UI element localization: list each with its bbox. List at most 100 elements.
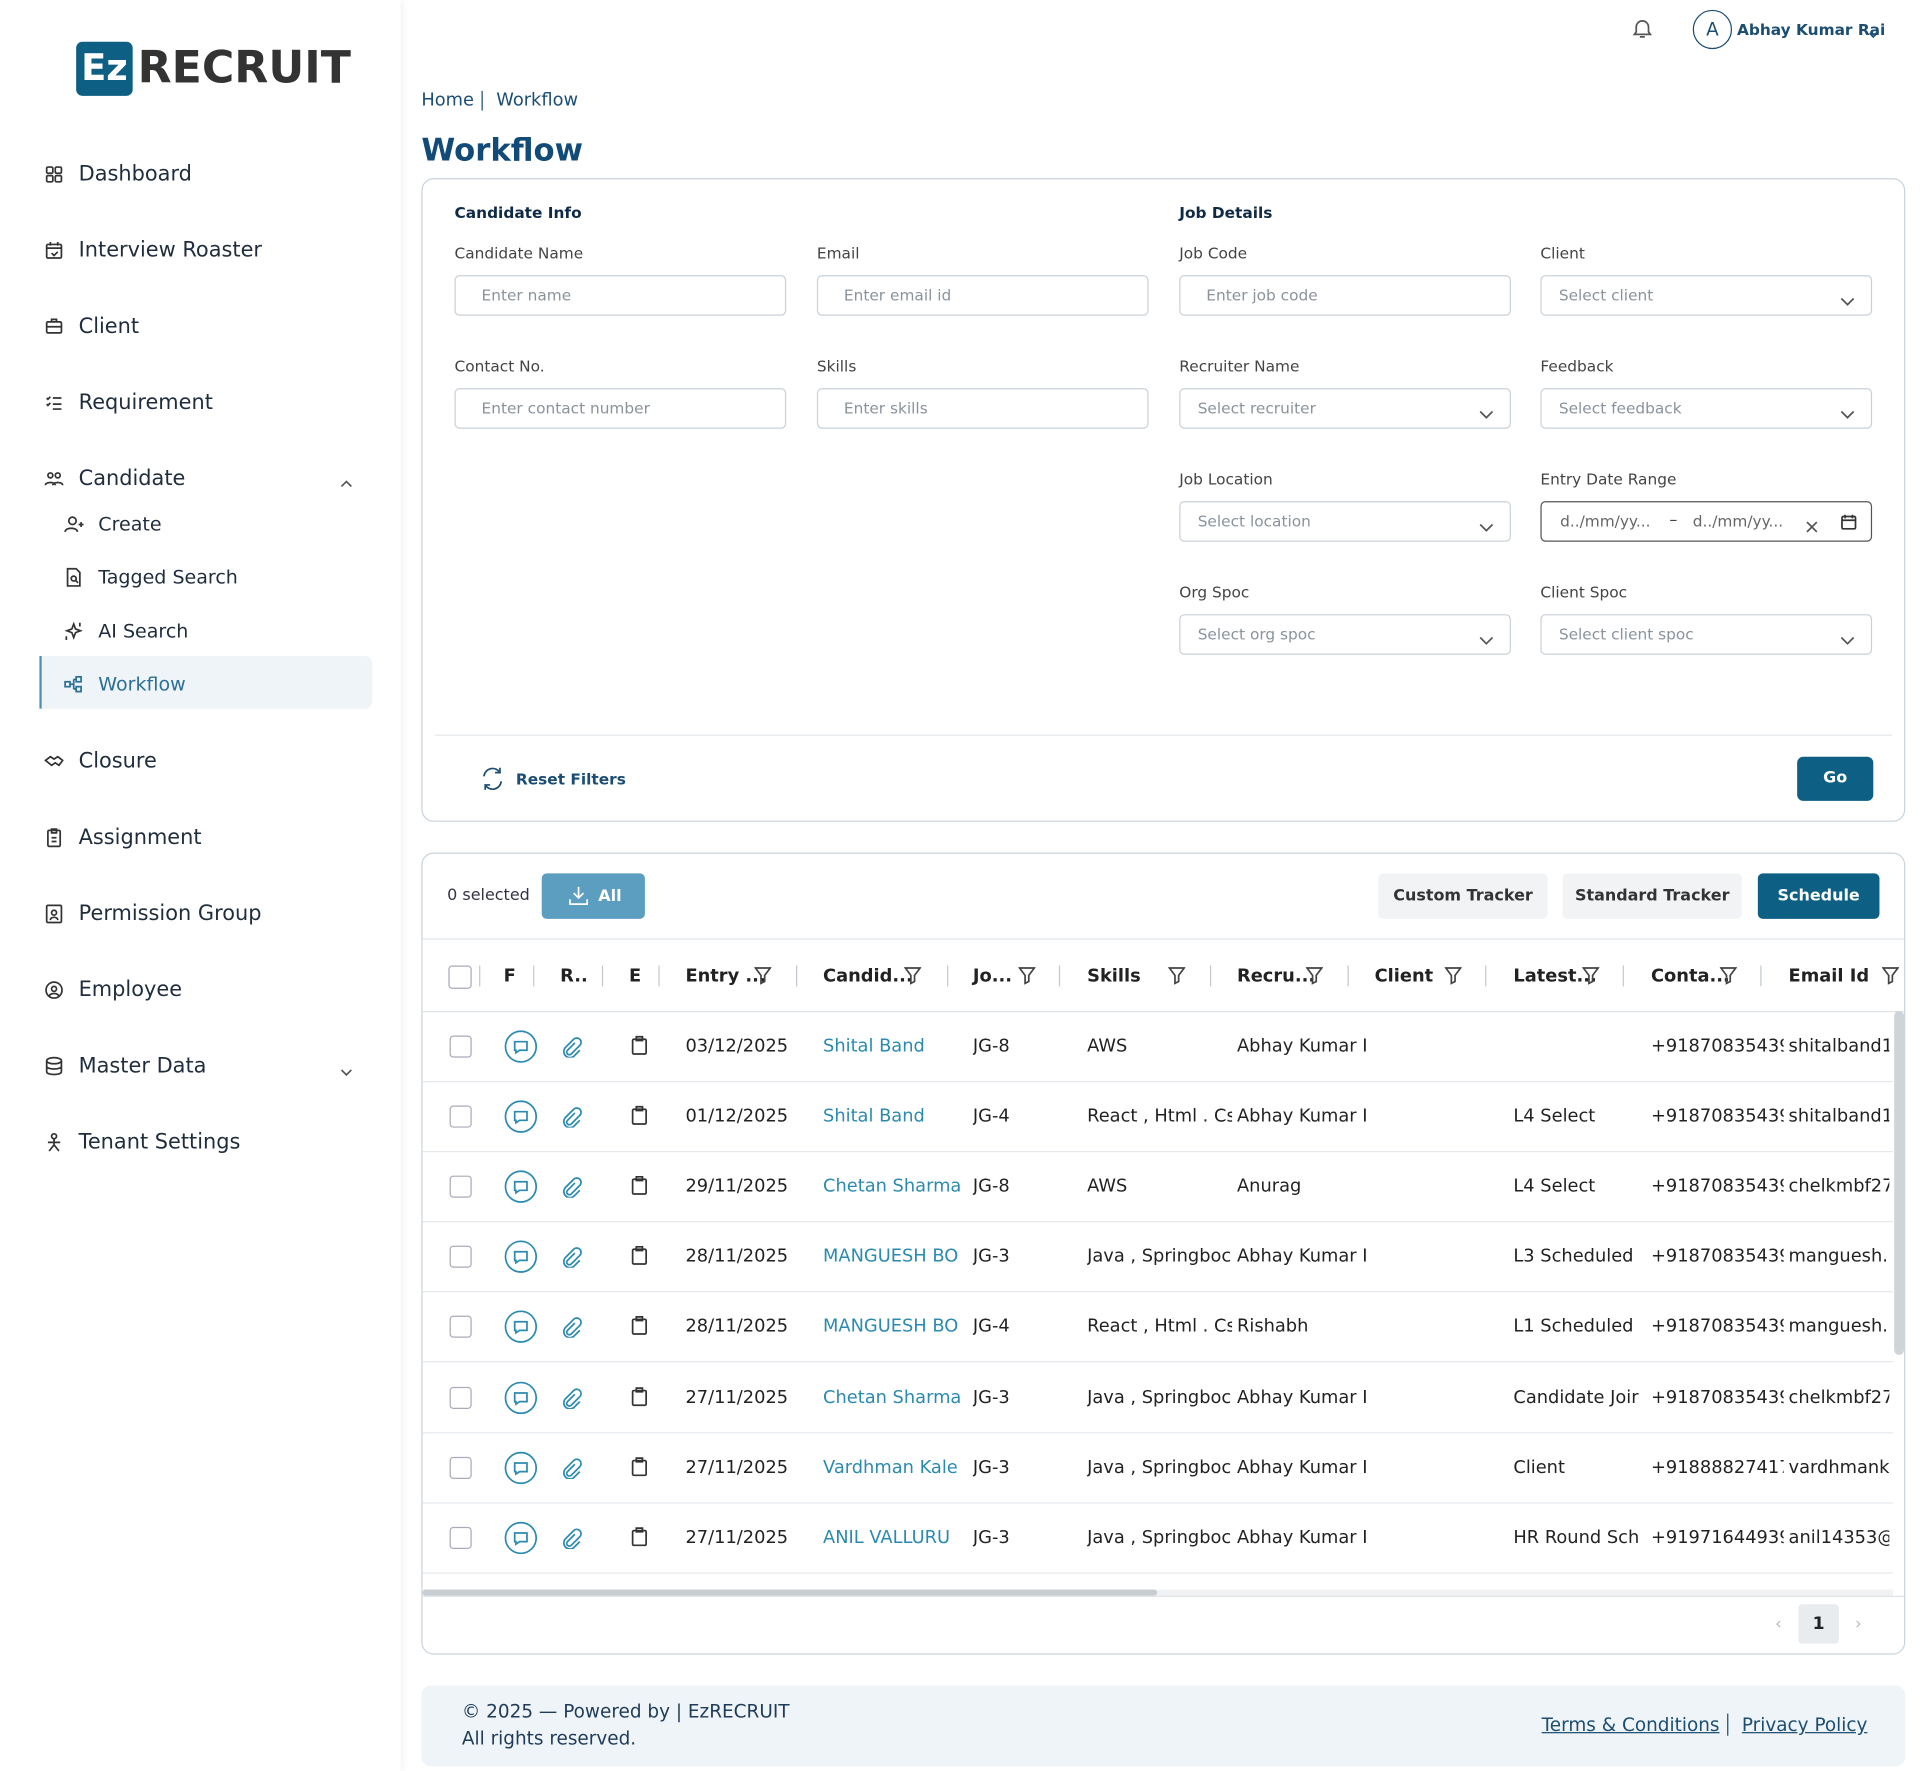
attach-icon[interactable]: [561, 1177, 582, 1199]
breadcrumb-item[interactable]: Workflow: [496, 90, 579, 111]
column-header[interactable]: F: [503, 966, 516, 987]
clear-icon[interactable]: [1806, 515, 1818, 533]
filter-icon[interactable]: [1017, 967, 1037, 985]
input-field[interactable]: [454, 275, 787, 316]
filter-icon[interactable]: [1581, 967, 1600, 985]
filter-icon[interactable]: [903, 967, 922, 985]
filter-icon[interactable]: [753, 967, 772, 985]
input-field[interactable]: [1540, 614, 1873, 655]
checkbox[interactable]: [448, 965, 472, 989]
filter-icon[interactable]: [1719, 967, 1738, 985]
comment-button[interactable]: [504, 1520, 538, 1554]
table-cell[interactable]: ANIL VALLURU: [823, 1527, 951, 1548]
clipboard-icon[interactable]: [630, 1035, 648, 1056]
tracker-button[interactable]: Custom Tracker: [1378, 873, 1548, 919]
nav-item[interactable]: Tenant Settings: [78, 1130, 241, 1155]
table-cell[interactable]: Chetan Sharma: [823, 1387, 962, 1408]
reset-button[interactable]: Reset Filters: [515, 769, 626, 789]
attach-icon[interactable]: [561, 1457, 582, 1480]
clipboard-icon[interactable]: [630, 1176, 648, 1196]
clipboard-icon[interactable]: [630, 1106, 648, 1126]
checkbox[interactable]: [449, 1386, 472, 1409]
input-field[interactable]: [816, 275, 1149, 316]
comment-button[interactable]: [504, 1029, 538, 1063]
column-header[interactable]: Entry ...: [685, 966, 766, 987]
clipboard-icon[interactable]: [630, 1316, 648, 1336]
privacy-link[interactable]: Privacy Policy: [1741, 1713, 1868, 1736]
checkbox[interactable]: [449, 1456, 472, 1479]
column-header[interactable]: Jo...: [972, 966, 1013, 987]
attach-icon[interactable]: [561, 1528, 582, 1550]
checkbox[interactable]: [449, 1035, 472, 1058]
checkbox[interactable]: [449, 1316, 472, 1339]
table-cell[interactable]: MANGUESH BO: [823, 1247, 959, 1267]
attach-icon[interactable]: [561, 1247, 582, 1269]
user-name[interactable]: Abhay Kumar Rai: [1736, 20, 1886, 39]
input-field[interactable]: [1540, 388, 1873, 429]
table-cell[interactable]: Vardhman Kale: [823, 1457, 958, 1478]
filter-icon[interactable]: [1881, 967, 1900, 985]
input-field[interactable]: [1179, 614, 1511, 655]
calendar-icon[interactable]: [1840, 512, 1857, 530]
clipboard-icon[interactable]: [630, 1246, 648, 1266]
nav-item[interactable]: Client: [78, 314, 140, 340]
checkbox[interactable]: [449, 1105, 472, 1128]
filter-icon[interactable]: [1167, 967, 1186, 985]
checkbox[interactable]: [449, 1175, 472, 1198]
go-button[interactable]: Go: [1797, 756, 1874, 801]
nav-item[interactable]: Interview Roaster: [78, 238, 263, 263]
clipboard-icon[interactable]: [630, 1386, 648, 1406]
input-field[interactable]: [1540, 501, 1873, 542]
filter-icon[interactable]: [1444, 967, 1463, 985]
attach-icon[interactable]: [561, 1317, 582, 1340]
table-cell[interactable]: Chetan Sharma: [823, 1177, 962, 1197]
avatar[interactable]: A: [1692, 9, 1733, 50]
input-field[interactable]: [1179, 501, 1511, 542]
comment-button[interactable]: [504, 1310, 538, 1344]
attach-icon[interactable]: [561, 1387, 582, 1410]
nav-item[interactable]: Candidate: [78, 466, 186, 492]
nav-item[interactable]: Closure: [78, 749, 157, 774]
nav-item[interactable]: Assignment: [78, 825, 202, 851]
checkbox[interactable]: [449, 1526, 472, 1549]
column-header[interactable]: Recru...: [1236, 966, 1316, 987]
nav-subitem[interactable]: AI Search: [98, 620, 189, 643]
tracker-button[interactable]: Schedule: [1757, 873, 1880, 919]
tracker-button[interactable]: Standard Tracker: [1562, 873, 1742, 919]
attach-icon[interactable]: [561, 1037, 582, 1059]
table-cell[interactable]: Shital Band: [823, 1106, 925, 1127]
column-header[interactable]: Candid...: [823, 966, 913, 987]
download-button[interactable]: [541, 873, 645, 919]
column-header[interactable]: R..: [560, 966, 588, 987]
input-field[interactable]: [1540, 275, 1873, 316]
column-header[interactable]: E: [628, 966, 642, 987]
clipboard-icon[interactable]: [630, 1456, 648, 1476]
column-header[interactable]: Conta...: [1650, 966, 1730, 987]
reset-icon[interactable]: [480, 767, 505, 792]
input-field[interactable]: [454, 388, 787, 429]
bell-icon[interactable]: [1631, 17, 1653, 39]
nav-subitem[interactable]: Tagged Search: [98, 566, 238, 589]
nav-item[interactable]: Employee: [78, 977, 183, 1003]
nav-subitem[interactable]: Create: [98, 513, 162, 536]
nav-item[interactable]: Master Data: [78, 1053, 207, 1079]
page-button[interactable]: 1: [1798, 1604, 1839, 1644]
column-header[interactable]: Client: [1374, 966, 1434, 987]
checkbox[interactable]: [449, 1245, 472, 1269]
input-field[interactable]: [1179, 388, 1511, 429]
comment-button[interactable]: [504, 1450, 538, 1484]
comment-button[interactable]: [504, 1380, 538, 1414]
terms-link[interactable]: Terms & Conditions: [1541, 1713, 1720, 1736]
attach-icon[interactable]: [561, 1107, 582, 1129]
column-header[interactable]: Skills: [1087, 966, 1141, 987]
table-cell[interactable]: Shital Band: [823, 1036, 925, 1057]
comment-button[interactable]: [504, 1100, 538, 1134]
nav-item[interactable]: Requirement: [78, 390, 213, 416]
nav-subitem[interactable]: Workflow: [98, 673, 186, 696]
nav-item[interactable]: Dashboard: [78, 162, 192, 187]
column-header[interactable]: Latest...: [1513, 966, 1597, 987]
comment-button[interactable]: [504, 1170, 538, 1204]
input-field[interactable]: [816, 388, 1149, 429]
clipboard-icon[interactable]: [630, 1526, 648, 1547]
table-cell[interactable]: MANGUESH BO: [823, 1317, 959, 1337]
